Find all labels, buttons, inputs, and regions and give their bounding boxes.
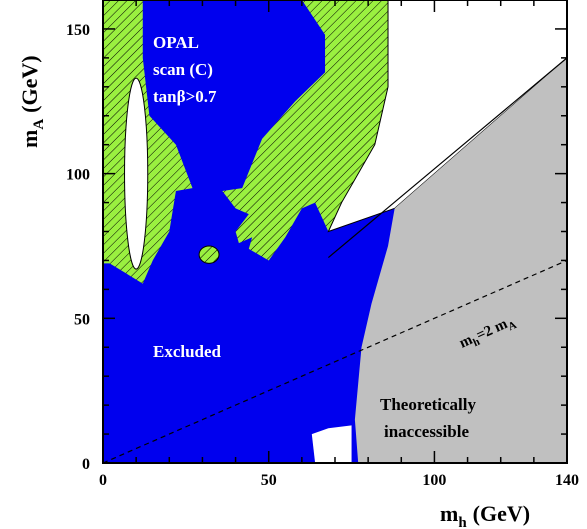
x-axis-label-sub: h (458, 515, 467, 529)
theory-label-line1: Theoretically (380, 395, 476, 414)
y-tick-label: 100 (66, 167, 90, 184)
regions-layer (103, 0, 568, 463)
y-axis-label: mA (GeV) (17, 55, 47, 148)
boundary-line (327, 57, 568, 259)
x-tick-label: 50 (261, 472, 277, 489)
hatched-blob (198, 245, 220, 264)
y-axis-label-m: m (17, 130, 42, 148)
x-tick-label: 140 (555, 472, 579, 489)
x-tick-label: 100 (422, 472, 446, 489)
allowed-notch-bottom (311, 425, 352, 463)
y-tick-label: 50 (74, 311, 90, 328)
y-axis-label-unit: (GeV) (17, 55, 42, 112)
y-tick-label: 150 (66, 22, 90, 39)
hatched-region-right (222, 0, 389, 261)
excluded-label: Excluded (153, 342, 222, 361)
mh-2ma-line (102, 259, 568, 464)
x-axis-label-m: m (440, 501, 458, 526)
x-axis-label-unit: (GeV) (473, 501, 530, 526)
opal-label: OPAL (153, 33, 199, 52)
theoretically-inaccessible-region (354, 57, 567, 463)
ticks-layer: 0 50 100 140 0 50 100 150 (66, 0, 579, 489)
y-axis-label-sub: A (31, 119, 47, 130)
tanbeta-label: tanβ>0.7 (153, 87, 217, 106)
allowed-oval (124, 77, 149, 270)
scan-label: scan (C) (153, 60, 213, 79)
x-axis-label: mh (GeV) (440, 501, 530, 529)
y-tick-label: 0 (82, 456, 90, 473)
theory-label-line2: inaccessible (384, 422, 469, 441)
line-label-sub-h: h (471, 336, 482, 349)
x-tick-label: 0 (99, 472, 107, 489)
